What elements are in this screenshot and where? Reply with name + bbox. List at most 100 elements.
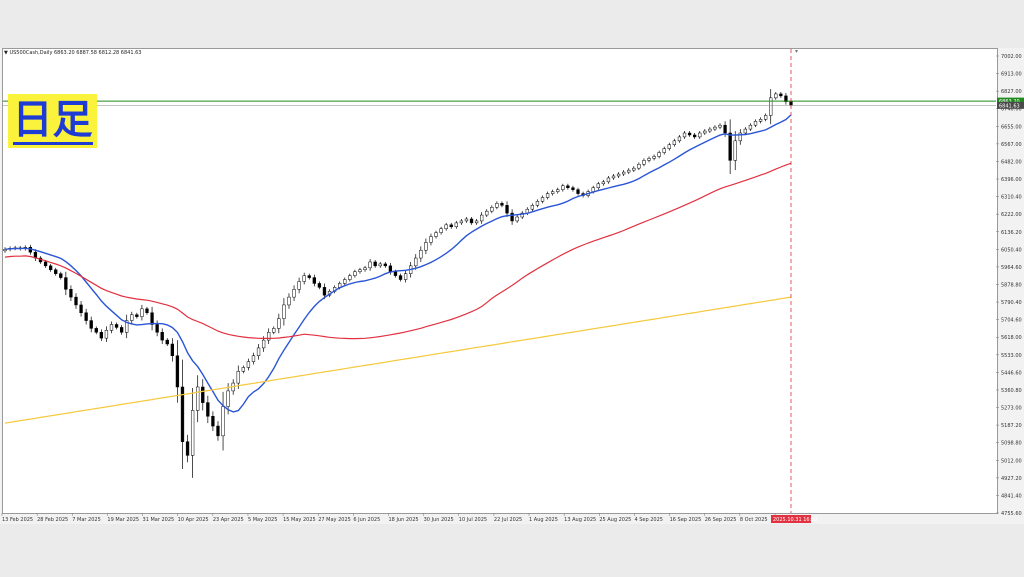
- candle-body: [515, 216, 519, 222]
- candle-body: [718, 124, 722, 128]
- ohlc-label: 6863.20 6887.58 6812.28 6841.63: [54, 50, 142, 56]
- candle-body: [647, 158, 651, 161]
- candle-body: [490, 206, 494, 212]
- candle-body: [480, 214, 484, 222]
- y-tick-label: 5533.00: [1001, 353, 1022, 359]
- candle-body: [277, 318, 281, 329]
- candle-body: [419, 249, 423, 259]
- candle-body: [150, 312, 154, 325]
- x-tick-label: 15 May 2025: [283, 517, 316, 523]
- candle-body: [246, 361, 251, 368]
- candle-body: [693, 134, 697, 138]
- x-tick-label: 8 Oct 2025: [740, 517, 768, 523]
- y-tick-label: 4927.20: [1001, 476, 1022, 482]
- price-label-box: [997, 97, 1024, 105]
- candle-body: [743, 128, 748, 134]
- x-tick-label: 13 Feb 2025: [2, 517, 33, 523]
- candle-body: [393, 271, 398, 276]
- candle-body: [388, 265, 393, 272]
- candle-body: [251, 355, 256, 362]
- candle-body: [429, 236, 433, 243]
- candle-body: [495, 203, 499, 208]
- candle-body: [591, 187, 595, 192]
- candle-body: [84, 312, 88, 321]
- y-tick-label: 5098.80: [1001, 441, 1022, 447]
- candle-body: [206, 402, 210, 417]
- candle-body: [500, 203, 504, 206]
- candle-body: [312, 277, 316, 284]
- timeframe-label: 日足: [12, 96, 93, 145]
- candle-body: [307, 275, 311, 278]
- candle-body: [140, 308, 144, 317]
- candle-body: [444, 224, 448, 229]
- x-tick-label: 23 Apr 2025: [213, 517, 244, 523]
- candle-body: [616, 173, 621, 177]
- time-label: 2025.10.31 16:03: [773, 517, 818, 523]
- candle-body: [160, 332, 164, 341]
- candle-body: [297, 281, 301, 290]
- candle-body: [769, 97, 773, 116]
- y-tick-label: 5012.00: [1001, 458, 1022, 464]
- x-tick-label: 10 Apr 2025: [178, 517, 209, 523]
- candle-body: [69, 289, 73, 298]
- x-tick-label: 13 Aug 2025: [564, 517, 596, 523]
- candle-body: [596, 183, 600, 188]
- candle-body: [267, 332, 271, 341]
- candle-body: [64, 277, 68, 290]
- candle-body: [449, 224, 453, 228]
- candle-body: [74, 296, 78, 306]
- candle-body: [464, 218, 469, 222]
- candle-body: [520, 212, 524, 218]
- candle-body: [459, 220, 464, 224]
- candle-body: [272, 328, 276, 333]
- candle-body: [622, 171, 626, 175]
- candle-body: [180, 386, 185, 442]
- candle-body: [155, 324, 159, 333]
- candle-body: [363, 267, 367, 271]
- candle-body: [698, 132, 702, 138]
- candle-body: [667, 144, 671, 149]
- candle-body: [774, 93, 778, 99]
- price-label-box: [997, 101, 1024, 109]
- candle-body: [302, 275, 306, 282]
- candle-body: [165, 339, 169, 345]
- candle-body: [59, 273, 63, 278]
- candle-body: [135, 314, 139, 317]
- header-arrow-icon[interactable]: ▼: [4, 50, 8, 56]
- candle-body: [317, 283, 322, 288]
- candle-body: [201, 386, 205, 403]
- candle-body: [282, 304, 286, 319]
- candle-body: [687, 132, 692, 136]
- candle-body: [454, 222, 458, 228]
- candle-body: [713, 126, 717, 130]
- x-tick-label: 28 Feb 2025: [37, 517, 68, 523]
- y-tick-label: 5273.00: [1001, 406, 1022, 412]
- candle-body: [424, 242, 428, 251]
- candle-body: [748, 124, 753, 130]
- candle-body: [353, 271, 357, 276]
- candle-body: [789, 101, 793, 106]
- candle-body: [130, 314, 134, 321]
- candle-body: [322, 287, 327, 296]
- candle-body: [485, 210, 489, 216]
- plot-area[interactable]: [2, 48, 998, 514]
- candle-body: [703, 130, 707, 134]
- candle-body: [343, 279, 347, 284]
- candle-body: [236, 371, 240, 384]
- candle-body: [114, 324, 119, 328]
- candle-body: [109, 324, 114, 331]
- timeframe-badge: 日足: [8, 94, 97, 148]
- candle-body: [398, 275, 403, 280]
- candle-body: [190, 410, 195, 456]
- candle-body: [373, 261, 377, 267]
- x-tick-label: 19 Mar 2025: [107, 517, 139, 523]
- candle-body: [383, 263, 387, 267]
- candle-body: [145, 308, 149, 313]
- price-label: 6841.63: [999, 103, 1020, 109]
- y-tick-label: 4755.60: [1001, 511, 1022, 517]
- x-tick-label: 18 Jun 2025: [389, 517, 419, 523]
- candle-body: [226, 390, 230, 407]
- candle-body: [469, 218, 474, 224]
- candle-body: [784, 95, 788, 102]
